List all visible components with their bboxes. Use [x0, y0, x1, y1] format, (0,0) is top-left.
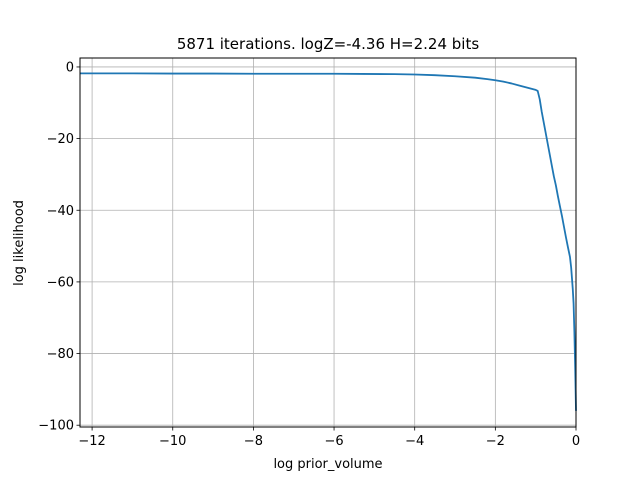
x-tick-label: −6: [324, 434, 343, 449]
y-tick-label: −60: [47, 275, 74, 290]
y-tick-label: −20: [47, 132, 74, 147]
y-tick-label: −40: [47, 204, 74, 219]
x-tick-label: −8: [244, 434, 263, 449]
x-tick-label: −2: [486, 434, 505, 449]
y-tick-label: −100: [38, 419, 74, 434]
plot-area-background: [80, 58, 576, 427]
x-tick-label: −12: [78, 434, 105, 449]
x-tick-label: 0: [572, 434, 580, 449]
x-axis-label: log prior_volume: [273, 457, 382, 472]
x-tick-label: −10: [159, 434, 186, 449]
ticks: −12 −10 −8 −6 −4 −2 00−20−40−60−80−100: [38, 60, 580, 449]
series-layer: [80, 72, 577, 411]
grid: [80, 58, 577, 427]
chart-title: 5871 iterations. logZ=-4.36 H=2.24 bits: [177, 35, 480, 53]
y-tick-label: 0: [66, 60, 74, 75]
x-tick-label: −4: [405, 434, 424, 449]
axes-frame: [79, 57, 577, 428]
y-tick-label: −80: [47, 347, 74, 362]
series-line: [80, 72, 577, 411]
y-axis-label: log likelihood: [12, 200, 27, 286]
